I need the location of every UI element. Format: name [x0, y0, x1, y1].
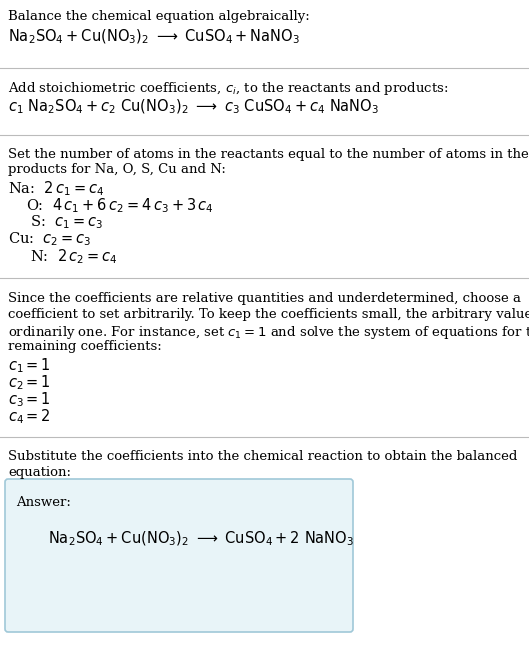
Text: remaining coefficients:: remaining coefficients:	[8, 340, 162, 353]
Text: $c_4 = 2$: $c_4 = 2$	[8, 407, 51, 426]
Text: S:  $c_1 = c_3$: S: $c_1 = c_3$	[30, 213, 103, 231]
Text: Set the number of atoms in the reactants equal to the number of atoms in the: Set the number of atoms in the reactants…	[8, 148, 529, 161]
Text: Na:  $2\,c_1 = c_4$: Na: $2\,c_1 = c_4$	[8, 179, 104, 198]
Text: $\mathrm{Na_2SO_4 + Cu(NO_3)_2 \ \longrightarrow \ CuSO_4 + NaNO_3}$: $\mathrm{Na_2SO_4 + Cu(NO_3)_2 \ \longri…	[8, 28, 300, 47]
Text: $c_3 = 1$: $c_3 = 1$	[8, 390, 51, 409]
Text: Since the coefficients are relative quantities and underdetermined, choose a: Since the coefficients are relative quan…	[8, 292, 521, 305]
Text: $c_2 = 1$: $c_2 = 1$	[8, 373, 51, 391]
Text: Balance the chemical equation algebraically:: Balance the chemical equation algebraica…	[8, 10, 310, 23]
FancyBboxPatch shape	[5, 479, 353, 632]
Text: $\mathrm{Na_2SO_4 + Cu(NO_3)_2 \ \longrightarrow \ CuSO_4 + 2\ NaNO_3}$: $\mathrm{Na_2SO_4 + Cu(NO_3)_2 \ \longri…	[48, 530, 354, 549]
Text: equation:: equation:	[8, 466, 71, 479]
Text: N:  $2\,c_2 = c_4$: N: $2\,c_2 = c_4$	[30, 247, 117, 266]
Text: coefficient to set arbitrarily. To keep the coefficients small, the arbitrary va: coefficient to set arbitrarily. To keep …	[8, 308, 529, 321]
Text: Add stoichiometric coefficients, $c_i$, to the reactants and products:: Add stoichiometric coefficients, $c_i$, …	[8, 80, 449, 97]
Text: Answer:: Answer:	[16, 496, 71, 509]
Text: O:  $4\,c_1 + 6\,c_2 = 4\,c_3 + 3\,c_4$: O: $4\,c_1 + 6\,c_2 = 4\,c_3 + 3\,c_4$	[26, 196, 214, 215]
Text: Substitute the coefficients into the chemical reaction to obtain the balanced: Substitute the coefficients into the che…	[8, 450, 517, 463]
Text: ordinarily one. For instance, set $c_1 = 1$ and solve the system of equations fo: ordinarily one. For instance, set $c_1 =…	[8, 324, 529, 341]
Text: $c_1\ \mathrm{Na_2SO_4} + c_2\ \mathrm{Cu(NO_3)_2} \ \longrightarrow \ c_3\ \mat: $c_1\ \mathrm{Na_2SO_4} + c_2\ \mathrm{C…	[8, 98, 379, 116]
Text: products for Na, O, S, Cu and N:: products for Na, O, S, Cu and N:	[8, 163, 226, 176]
Text: Cu:  $c_2 = c_3$: Cu: $c_2 = c_3$	[8, 230, 92, 248]
Text: $c_1 = 1$: $c_1 = 1$	[8, 356, 51, 375]
